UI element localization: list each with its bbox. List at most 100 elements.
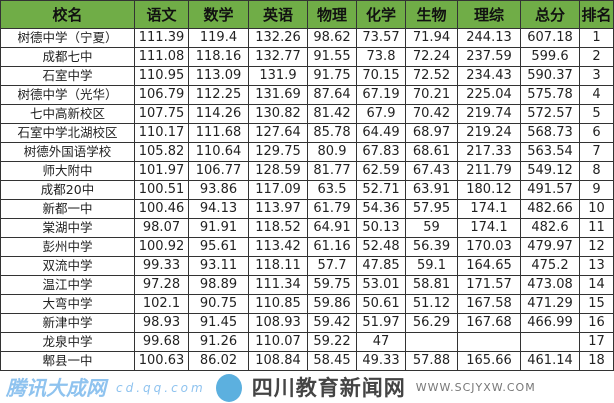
score-table: 校名 语文 数学 英语 物理 化学 生物 理综 总分 排名 树德中学（宁夏） 111.39 119.4…	[0, 0, 614, 371]
score-cell: 93.86	[188, 180, 249, 200]
score-cell: 86.02	[188, 351, 249, 371]
table-row: 树德中学（宁夏） 111.39 119.4 132.26 98.62 73.57 71.94…	[0, 28, 614, 48]
score-cell: 164.65	[457, 256, 521, 276]
school-name-cell: 新津中学	[0, 313, 135, 333]
score-cell: 68.61	[405, 142, 458, 162]
score-cell: 72.24	[405, 47, 458, 67]
score-cell: 475.2	[520, 256, 580, 276]
score-cell: 118.52	[248, 218, 308, 238]
score-cell: 6	[579, 123, 614, 143]
score-cell: 106.77	[188, 161, 249, 181]
score-cell: 59.22	[307, 332, 357, 352]
score-cell: 113.09	[188, 66, 249, 86]
score-cell: 70.21	[405, 85, 458, 105]
score-cell: 53.01	[356, 275, 406, 295]
score-cell: 2	[579, 47, 614, 67]
table-row: 树德中学（光华） 106.79 112.25 131.69 87.64 67.19 70.2…	[0, 85, 614, 105]
school-name-cell: 成都20中	[0, 180, 135, 200]
score-cell: 67.43	[405, 161, 458, 181]
score-cell: 113.97	[248, 199, 308, 219]
score-cell: 219.74	[457, 104, 521, 124]
school-name-cell: 树德中学（宁夏）	[0, 28, 135, 48]
score-cell: 1	[579, 28, 614, 48]
score-cell: 58.45	[307, 351, 357, 371]
table-row: 彭州中学 100.92 95.61 113.42 61.16 52.48 56.39 170.…	[0, 237, 614, 257]
score-cell: 15	[579, 294, 614, 314]
score-cell: 110.64	[188, 142, 249, 162]
score-cell: 57.95	[405, 199, 458, 219]
score-cell: 3	[579, 66, 614, 86]
score-cell: 52.48	[356, 237, 406, 257]
score-cell: 111.68	[188, 123, 249, 143]
score-cell: 81.42	[307, 104, 357, 124]
score-cell: 97.28	[134, 275, 189, 295]
score-cell: 110.07	[248, 332, 308, 352]
score-cell: 572.57	[520, 104, 580, 124]
score-cell: 129.75	[248, 142, 308, 162]
score-cell	[520, 332, 580, 352]
score-cell: 575.78	[520, 85, 580, 105]
score-cell: 71.94	[405, 28, 458, 48]
score-cell: 105.82	[134, 142, 189, 162]
score-cell: 64.49	[356, 123, 406, 143]
score-cell: 174.1	[457, 218, 521, 238]
score-cell: 100.92	[134, 237, 189, 257]
table-row: 大弯中学 102.1 90.75 110.85 59.86 50.61 51.12 167.5…	[0, 294, 614, 314]
column-header: 排名	[579, 0, 614, 29]
score-cell: 111.39	[134, 28, 189, 48]
column-header: 英语	[248, 0, 308, 29]
column-header: 理综	[457, 0, 521, 29]
score-cell: 57.7	[307, 256, 357, 276]
score-cell: 128.59	[248, 161, 308, 181]
score-cell: 4	[579, 85, 614, 105]
score-cell: 91.26	[188, 332, 249, 352]
score-cell: 114.26	[188, 104, 249, 124]
score-cell: 56.39	[405, 237, 458, 257]
score-cell: 234.43	[457, 66, 521, 86]
school-name-cell: 大弯中学	[0, 294, 135, 314]
score-cell: 9	[579, 180, 614, 200]
score-cell: 110.17	[134, 123, 189, 143]
column-header: 校名	[0, 0, 135, 29]
school-name-cell: 彭州中学	[0, 237, 135, 257]
score-cell: 102.1	[134, 294, 189, 314]
sc-watermark-text: 四川教育新闻网	[251, 375, 406, 400]
score-cell: 549.12	[520, 161, 580, 181]
score-cell: 473.08	[520, 275, 580, 295]
score-cell: 67.9	[356, 104, 406, 124]
table-row: 双流中学 99.33 93.11 118.11 57.7 47.85 59.1 164.65 4…	[0, 256, 614, 276]
score-cell: 108.84	[248, 351, 308, 371]
score-cell: 219.24	[457, 123, 521, 143]
score-cell: 112.25	[188, 85, 249, 105]
score-cell: 7	[579, 142, 614, 162]
score-cell: 471.29	[520, 294, 580, 314]
table-row: 温江中学 97.28 98.89 111.34 59.75 53.01 58.81 171.5…	[0, 275, 614, 295]
school-name-cell: 成都七中	[0, 47, 135, 67]
column-header: 语文	[134, 0, 189, 29]
score-cell: 132.77	[248, 47, 308, 67]
score-cell: 85.78	[307, 123, 357, 143]
score-cell: 13	[579, 256, 614, 276]
score-cell: 73.57	[356, 28, 406, 48]
score-cell: 80.9	[307, 142, 357, 162]
score-cell: 119.4	[188, 28, 249, 48]
score-cell: 479.97	[520, 237, 580, 257]
column-header: 化学	[356, 0, 406, 29]
school-name-cell: 石室中学北湖校区	[0, 123, 135, 143]
score-cell: 98.07	[134, 218, 189, 238]
score-cell: 17	[579, 332, 614, 352]
score-cell: 63.5	[307, 180, 357, 200]
score-cell: 68.97	[405, 123, 458, 143]
watermark-strip: 腾讯大成网 cd.qq.com 四川教育新闻网 WWW.SCJYXW.COM	[0, 372, 614, 403]
school-name-cell: 新都一中	[0, 199, 135, 219]
score-cell: 466.99	[520, 313, 580, 333]
score-cell: 131.9	[248, 66, 308, 86]
score-cell: 81.77	[307, 161, 357, 181]
column-header: 生物	[405, 0, 458, 29]
score-cell: 491.57	[520, 180, 580, 200]
score-cell: 47.85	[356, 256, 406, 276]
score-cell: 95.61	[188, 237, 249, 257]
score-cell: 98.62	[307, 28, 357, 48]
score-cell: 100.51	[134, 180, 189, 200]
table-row: 树德外国语学校 105.82 110.64 129.75 80.9 67.83 68.61 2…	[0, 142, 614, 162]
